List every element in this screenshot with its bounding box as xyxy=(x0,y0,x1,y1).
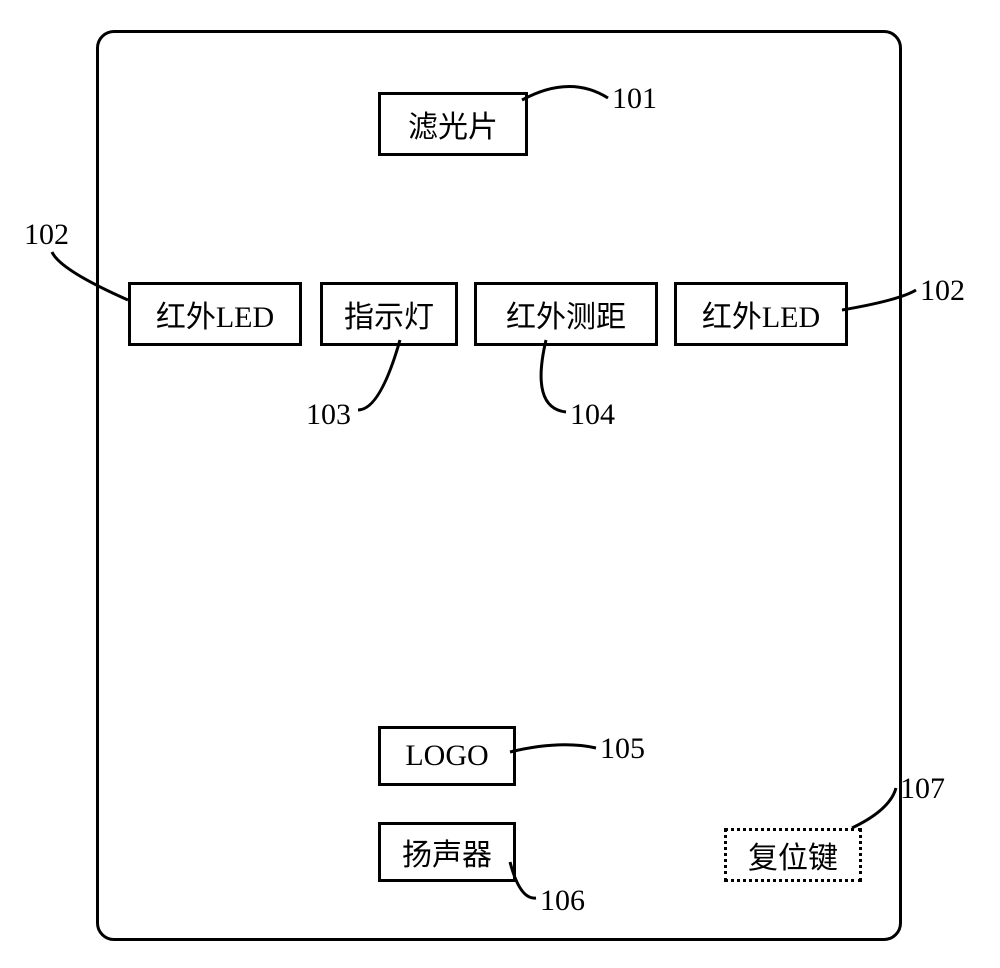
diagram-canvas: 滤光片 红外LED 指示灯 红外测距 红外LED LOGO 扬声器 复位键 10… xyxy=(0,0,1000,968)
ref-105: 105 xyxy=(600,732,645,766)
ref-102-left: 102 xyxy=(24,218,69,252)
ir-led-right-label: 红外LED xyxy=(702,292,820,336)
rangefinder-box: 红外测距 xyxy=(474,282,658,346)
ir-led-left-label: 红外LED xyxy=(156,292,274,336)
ir-led-right-box: 红外LED xyxy=(674,282,848,346)
reset-box: 复位键 xyxy=(724,828,862,882)
filter-label: 滤光片 xyxy=(408,102,498,146)
rangefinder-label: 红外测距 xyxy=(506,292,626,336)
device-panel xyxy=(96,30,902,941)
logo-label: LOGO xyxy=(405,739,488,773)
ref-103: 103 xyxy=(306,398,351,432)
ir-led-left-box: 红外LED xyxy=(128,282,302,346)
ref-102-right: 102 xyxy=(920,274,965,308)
logo-box: LOGO xyxy=(378,726,516,786)
ref-107: 107 xyxy=(900,772,945,806)
speaker-box: 扬声器 xyxy=(378,822,516,882)
speaker-label: 扬声器 xyxy=(402,830,492,874)
ref-104: 104 xyxy=(570,398,615,432)
reset-label: 复位键 xyxy=(748,833,838,877)
indicator-box: 指示灯 xyxy=(320,282,458,346)
ref-106: 106 xyxy=(540,884,585,918)
filter-box: 滤光片 xyxy=(378,92,528,156)
ref-101: 101 xyxy=(612,82,657,116)
indicator-label: 指示灯 xyxy=(344,292,434,336)
